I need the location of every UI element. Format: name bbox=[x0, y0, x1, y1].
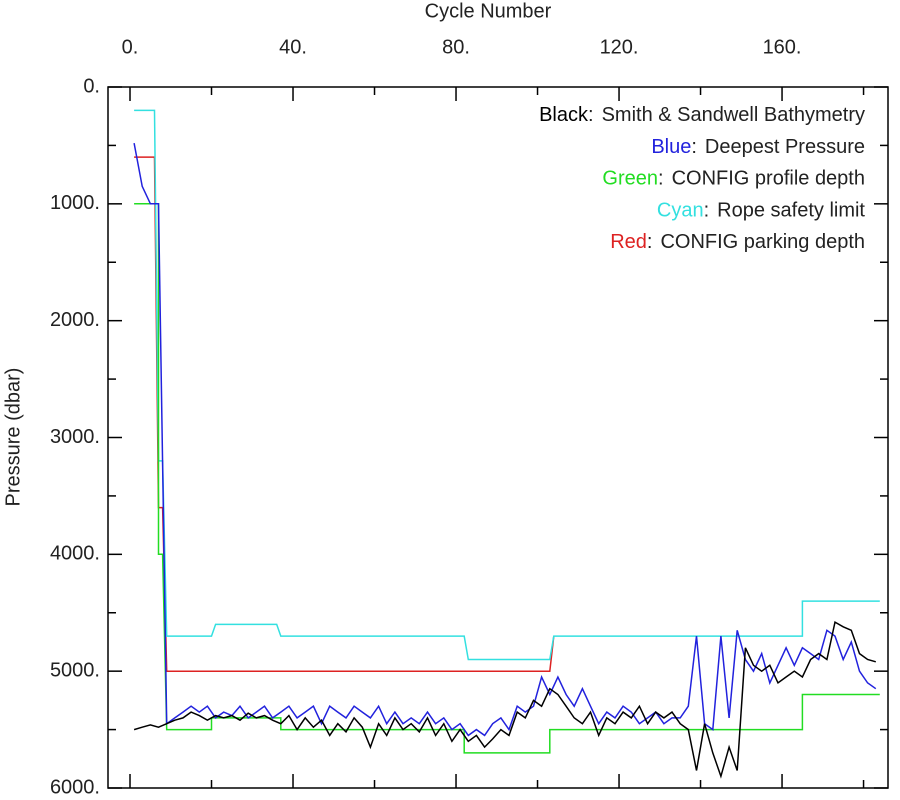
legend-color-word: Cyan bbox=[657, 200, 704, 222]
legend-color-word: Green bbox=[602, 168, 658, 190]
legend-entry: Red: CONFIG parking depth bbox=[610, 231, 865, 253]
legend-separator: : bbox=[588, 104, 594, 126]
y-tick-label: 5000. bbox=[50, 659, 100, 681]
x-tick-label: 40. bbox=[279, 36, 307, 58]
legend-entry: Black: Smith & Sandwell Bathymetry bbox=[539, 104, 865, 126]
x-tick-label: 0. bbox=[122, 36, 139, 58]
legend-name: CONFIG profile depth bbox=[672, 168, 865, 190]
legend-name: Deepest Pressure bbox=[705, 136, 865, 158]
y-axis-label: Pressure (dbar) bbox=[2, 368, 24, 507]
y-tick-label: 4000. bbox=[50, 543, 100, 565]
legend-name: Smith & Sandwell Bathymetry bbox=[602, 104, 865, 126]
x-tick-label: 80. bbox=[442, 36, 470, 58]
series-line bbox=[134, 156, 555, 672]
legend-separator: : bbox=[691, 136, 697, 158]
series-line bbox=[133, 620, 877, 779]
series-line bbox=[133, 142, 877, 737]
legend-entry: Cyan: Rope safety limit bbox=[657, 200, 866, 222]
plot-frame bbox=[107, 86, 889, 789]
series-line bbox=[134, 109, 880, 661]
legend-separator: : bbox=[658, 168, 664, 190]
legend-color-word: Red bbox=[610, 231, 647, 253]
legend-name: Rope safety limit bbox=[717, 200, 865, 222]
legend-separator: : bbox=[704, 200, 710, 222]
legend-color-word: Black bbox=[539, 104, 589, 126]
x-tick-label: 120. bbox=[600, 36, 639, 58]
legend-color-word: Blue bbox=[651, 136, 691, 158]
y-tick-label: 6000. bbox=[50, 776, 100, 798]
y-tick-label: 1000. bbox=[50, 192, 100, 214]
x-tick-label: 160. bbox=[763, 36, 802, 58]
x-axis-label: Cycle Number bbox=[425, 0, 552, 22]
y-tick-label: 0. bbox=[83, 75, 100, 97]
y-tick-label: 3000. bbox=[50, 426, 100, 448]
legend-separator: : bbox=[647, 231, 653, 253]
series-line bbox=[134, 203, 880, 754]
legend-name: CONFIG parking depth bbox=[660, 231, 865, 253]
legend-entry: Blue: Deepest Pressure bbox=[651, 136, 865, 158]
legend-entry: Green: CONFIG profile depth bbox=[602, 168, 865, 190]
y-tick-label: 2000. bbox=[50, 309, 100, 331]
